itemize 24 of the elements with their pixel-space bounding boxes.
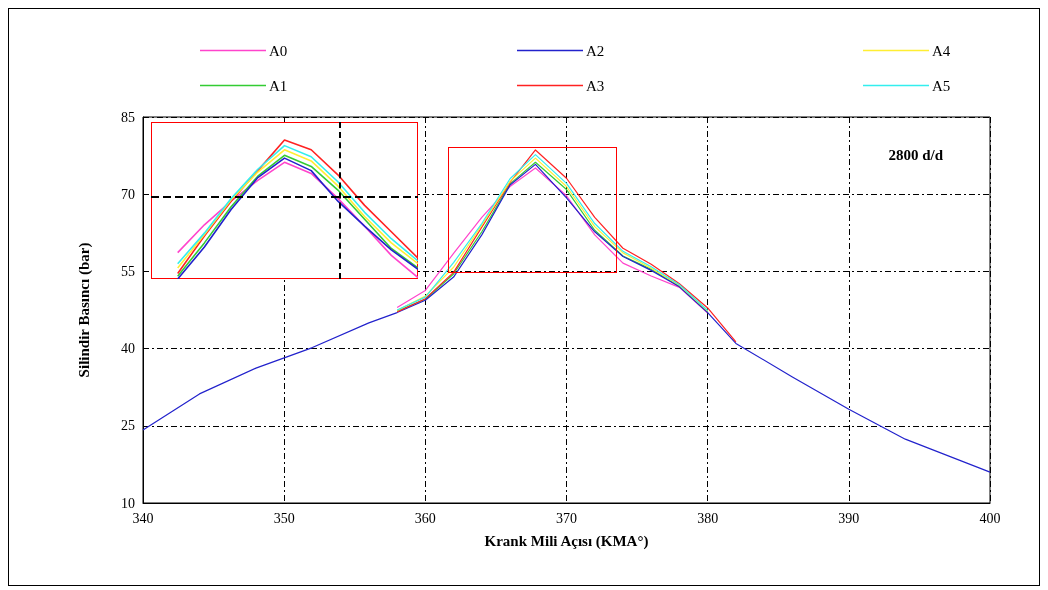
line-series xyxy=(142,163,991,473)
y-axis-title: Silindir Basıncı (bar) xyxy=(75,242,93,378)
x-axis-title: Krank Mili Açısı (KMA°) xyxy=(484,532,649,550)
legend-label: A5 xyxy=(932,77,951,94)
line-series xyxy=(396,149,737,343)
y-tick-label: 10 xyxy=(121,495,135,511)
legend-label: A3 xyxy=(586,77,605,94)
legend-label: A0 xyxy=(269,42,288,59)
y-tick-label: 70 xyxy=(121,186,135,202)
y-tick-label: 55 xyxy=(121,263,135,279)
x-tick-label: 360 xyxy=(414,510,436,526)
legend-label: A1 xyxy=(269,77,288,94)
legend-label: A4 xyxy=(932,42,951,59)
y-tick-label: 85 xyxy=(121,109,135,125)
x-tick-label: 400 xyxy=(979,510,1001,526)
legend-label: A2 xyxy=(586,42,605,59)
y-tick-label: 40 xyxy=(121,341,135,357)
x-tick-label: 380 xyxy=(697,510,719,526)
x-tick-label: 340 xyxy=(132,510,154,526)
x-tick-label: 370 xyxy=(556,510,577,526)
x-tick-label: 390 xyxy=(838,510,860,526)
x-tick-label: 350 xyxy=(273,510,295,526)
y-tick-label: 25 xyxy=(121,418,135,434)
annotation: 2800 d/d xyxy=(888,146,944,163)
